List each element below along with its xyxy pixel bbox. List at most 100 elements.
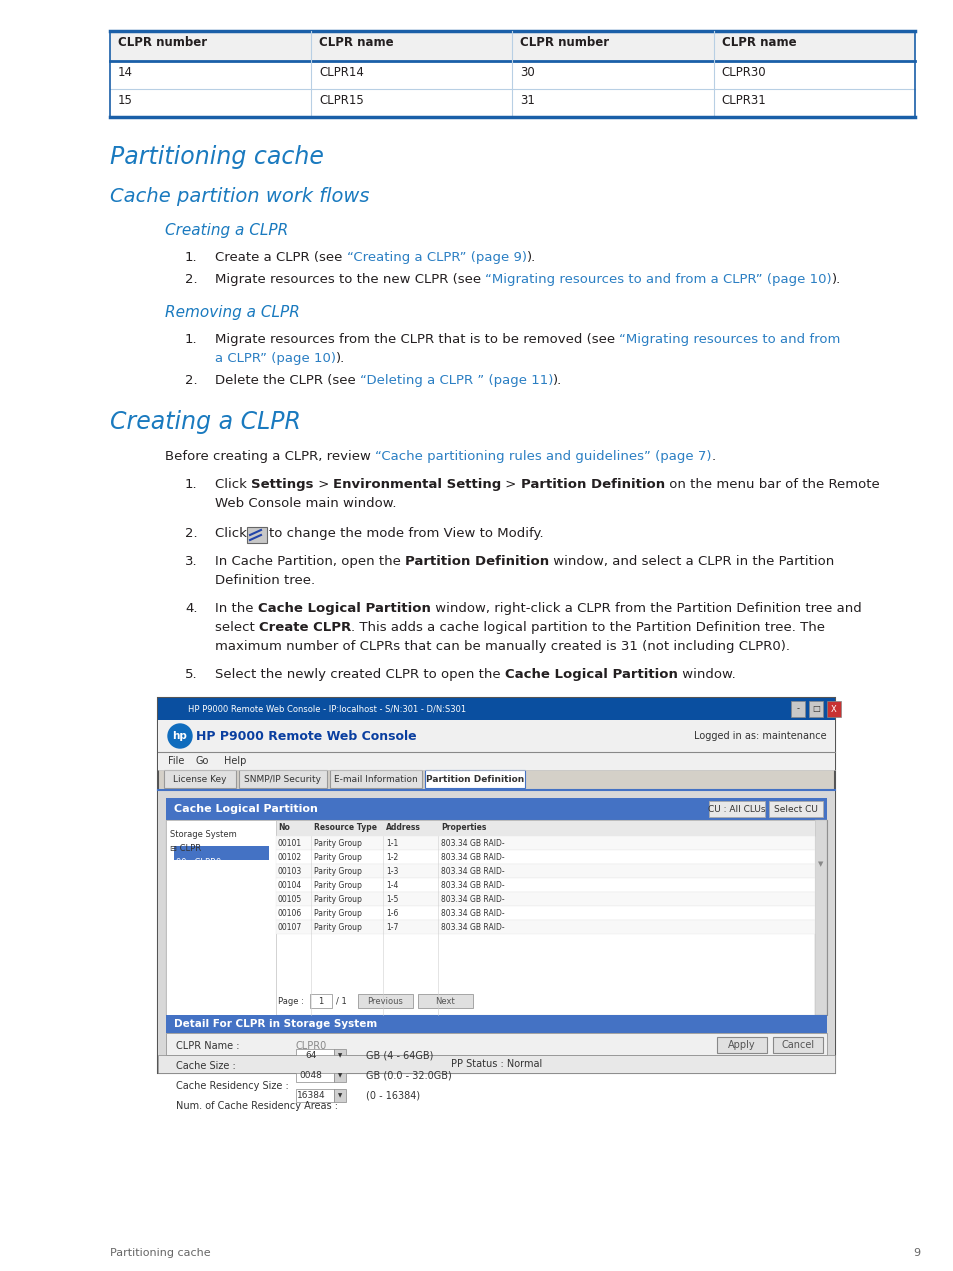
Bar [790,702,804,717]
Text: “Migrating resources to and from a CLPR” (page 10): “Migrating resources to and from a CLPR”… [485,273,831,286]
Bar [717,1037,766,1052]
Text: Parity Group: Parity Group [314,867,361,876]
Text: Web Console main window.: Web Console main window. [214,497,396,510]
Text: 803.34 GB RAID-: 803.34 GB RAID- [440,923,504,932]
Text: Delete the CLPR (see: Delete the CLPR (see [214,374,359,386]
Text: 64: 64 [305,1051,316,1060]
Text: Partition Definition: Partition Definition [520,478,664,491]
Text: Cache Logical Partition: Cache Logical Partition [173,805,317,813]
Text: 00106: 00106 [277,909,302,918]
Text: 803.34 GB RAID-: 803.34 GB RAID- [440,909,504,918]
Text: ).: ). [526,250,536,264]
Bar [808,702,822,717]
Text: GB (0.0 - 32.0GB): GB (0.0 - 32.0GB) [366,1070,452,1080]
Text: a CLPR” (page 10): a CLPR” (page 10) [214,352,335,365]
Text: Cancel: Cancel [781,1040,814,1050]
Text: 1-4: 1-4 [386,881,398,890]
Text: E-mail Information: E-mail Information [334,774,417,783]
Bar [772,1037,822,1052]
Text: Logged in as: maintenance: Logged in as: maintenance [694,731,826,741]
Text: 803.34 GB RAID-: 803.34 GB RAID- [440,839,504,848]
Text: Num. of Cache Residency Areas :: Num. of Cache Residency Areas : [175,1101,337,1111]
Text: Cache Size :: Cache Size : [175,1061,235,1071]
Text: ⊟ CLPR: ⊟ CLPR [170,844,201,853]
Text: CLPR number: CLPR number [118,36,207,50]
Bar [158,791,834,1073]
Bar [311,31,512,61]
Text: Go: Go [195,756,209,766]
Text: CLPR0: CLPR0 [295,1041,327,1051]
Bar [166,820,275,1016]
Text: 1-2: 1-2 [386,853,397,862]
Text: hp: hp [172,731,187,741]
Text: ).: ). [831,273,841,286]
Text: “Creating a CLPR” (page 9): “Creating a CLPR” (page 9) [346,250,526,264]
Bar [512,31,713,61]
Text: 00 : CLPR0: 00 : CLPR0 [175,858,221,867]
Text: Cache Logical Partition: Cache Logical Partition [504,669,677,681]
Bar [158,698,834,1073]
Text: window, and select a CLPR in the Partition: window, and select a CLPR in the Partiti… [549,555,834,568]
Text: 00101: 00101 [277,839,302,848]
Text: .: . [711,450,715,463]
Text: 16384: 16384 [296,1091,325,1099]
Text: 1-1: 1-1 [386,839,397,848]
Text: 2.: 2. [185,374,197,386]
Text: 00107: 00107 [277,923,302,932]
Text: 31: 31 [520,94,535,107]
Text: Partitioning cache: Partitioning cache [110,1248,211,1258]
Text: 1.: 1. [185,478,197,491]
Text: 1.: 1. [185,250,197,264]
Text: Cache Logical Partition: Cache Logical Partition [257,602,430,615]
Text: “Deleting a CLPR ” (page 11): “Deleting a CLPR ” (page 11) [359,374,553,386]
Text: Partitioning cache: Partitioning cache [110,145,323,169]
Text: 00102: 00102 [277,853,302,862]
Text: HP P9000 Remote Web Console: HP P9000 Remote Web Console [195,730,416,742]
Text: CU : All CLUs: CU : All CLUs [707,805,765,813]
Text: 1-3: 1-3 [386,867,398,876]
Text: ▼: ▼ [337,1052,342,1057]
Text: 2.: 2. [185,527,197,540]
Text: Cache Residency Size :: Cache Residency Size : [175,1082,289,1091]
Text: on the menu bar of the Remote: on the menu bar of the Remote [664,478,879,491]
Text: PP Status : Normal: PP Status : Normal [451,1059,541,1069]
Text: In Cache Partition, open the: In Cache Partition, open the [214,555,405,568]
Text: In the: In the [214,602,257,615]
Text: 14: 14 [118,66,132,79]
Text: Parity Group: Parity Group [314,923,361,932]
Text: Resource Type: Resource Type [314,824,376,833]
Text: Environmental Setting: Environmental Setting [333,478,501,491]
Text: 4.: 4. [185,602,197,615]
Text: Creating a CLPR: Creating a CLPR [165,222,288,238]
Text: HP P9000 Remote Web Console - IP:localhost - S/N:301 - D/N:S301: HP P9000 Remote Web Console - IP:localho… [188,704,466,713]
Text: Settings: Settings [251,478,314,491]
Bar [357,994,413,1008]
Bar [826,702,841,717]
Bar [768,801,822,817]
Text: Before creating a CLPR, review: Before creating a CLPR, review [165,450,375,463]
Text: Apply: Apply [727,1040,755,1050]
Text: CLPR name: CLPR name [721,36,796,50]
Text: 1: 1 [318,996,323,1005]
Bar [275,864,814,878]
Bar [158,719,834,752]
Text: 2.: 2. [185,273,197,286]
Text: CLPR name: CLPR name [319,36,394,50]
Text: Next: Next [435,996,455,1005]
Text: 1-6: 1-6 [386,909,398,918]
Text: CLPR14: CLPR14 [319,66,364,79]
Text: Properties: Properties [440,824,486,833]
Bar [334,1069,346,1082]
Text: 803.34 GB RAID-: 803.34 GB RAID- [440,895,504,904]
Text: Parity Group: Parity Group [314,895,361,904]
Bar [158,1055,834,1073]
Bar [310,994,332,1008]
Bar [295,1069,334,1082]
Text: SNMP/IP Security: SNMP/IP Security [244,774,321,783]
Text: CLPR number: CLPR number [520,36,609,50]
Bar [166,1016,826,1033]
Text: Click: Click [214,478,251,491]
Text: 00103: 00103 [277,867,302,876]
Text: Migrate resources from the CLPR that is to be removed (see: Migrate resources from the CLPR that is … [214,333,618,346]
Bar [334,1089,346,1102]
